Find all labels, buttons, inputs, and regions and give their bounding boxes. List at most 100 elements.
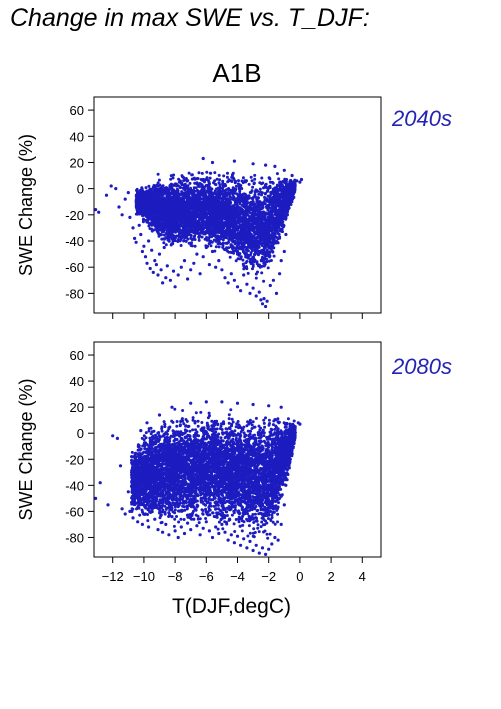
data-point: [267, 240, 271, 244]
data-point: [282, 191, 286, 195]
data-point: [229, 188, 233, 192]
data-point: [147, 224, 151, 228]
data-point: [221, 179, 225, 183]
data-point: [264, 237, 268, 240]
data-point: [238, 220, 242, 224]
data-point: [146, 194, 150, 198]
data-point: [225, 229, 229, 233]
data-point: [268, 255, 271, 259]
data-point: [277, 196, 281, 200]
data-point: [207, 198, 210, 202]
data-point: [203, 180, 206, 184]
data-point: [262, 186, 265, 190]
data-point: [278, 229, 282, 233]
data-point: [202, 195, 206, 199]
data-point: [260, 271, 264, 275]
data-point: [225, 175, 229, 179]
data-point: [142, 206, 146, 210]
data-point: [247, 243, 250, 247]
data-point: [244, 248, 248, 252]
data-point: [254, 225, 258, 229]
data-point: [270, 211, 274, 215]
data-point: [228, 255, 232, 259]
data-point: [145, 220, 149, 224]
data-point: [180, 236, 184, 240]
data-point: [242, 267, 246, 271]
data-point: [168, 187, 172, 191]
data-point: [213, 190, 217, 194]
data-point: [257, 192, 261, 196]
data-point: [155, 187, 159, 191]
data-point: [171, 201, 175, 205]
data-point: [230, 173, 234, 177]
data-point: [221, 185, 225, 188]
data-point: [203, 220, 207, 224]
data-point: [183, 236, 187, 240]
data-point: [281, 180, 285, 184]
data-point: [286, 185, 290, 189]
data-point: [257, 210, 260, 214]
data-point: [246, 213, 250, 217]
data-points: [94, 156, 304, 309]
data-point: [263, 192, 267, 196]
data-point: [141, 220, 145, 224]
data-point: [209, 231, 213, 235]
data-point: [141, 214, 145, 218]
data-point: [168, 184, 172, 188]
data-point: [156, 181, 160, 185]
data-point: [144, 196, 148, 200]
data-point: [265, 248, 269, 252]
data-point: [244, 252, 248, 256]
data-point: [249, 175, 253, 179]
data-point: [227, 250, 231, 254]
data-point: [142, 198, 146, 202]
data-point: [177, 177, 181, 181]
data-point: [180, 202, 184, 206]
data-point: [217, 229, 221, 232]
data-point: [224, 198, 228, 202]
data-point: [229, 251, 233, 254]
data-point: [183, 224, 187, 228]
data-point: [228, 195, 232, 199]
data-point: [175, 187, 179, 191]
data-point: [209, 191, 213, 195]
data-point: [155, 189, 159, 193]
data-point: [198, 182, 202, 186]
data-point: [241, 247, 245, 250]
data-point: [226, 225, 230, 228]
data-point: [256, 226, 260, 230]
data-point: [258, 187, 262, 191]
data-point: [174, 203, 178, 207]
data-point: [235, 224, 238, 228]
data-point: [238, 188, 242, 192]
data-point: [259, 251, 263, 255]
scenario-label: A1B: [212, 58, 262, 88]
data-point: [197, 226, 201, 230]
data-point: [208, 171, 212, 175]
data-point: [188, 226, 192, 230]
data-point: [253, 177, 257, 181]
data-point: [161, 199, 165, 203]
data-point: [167, 194, 171, 198]
data-point: [192, 199, 196, 203]
data-point: [193, 227, 197, 231]
data-point: [198, 201, 201, 204]
data-point: [182, 208, 186, 212]
data-point: [234, 184, 238, 188]
data-point: [229, 235, 233, 239]
data-point: [150, 227, 154, 231]
data-point: [171, 223, 175, 227]
data-point: [280, 192, 284, 196]
data-point: [217, 173, 221, 177]
data-point: [248, 191, 252, 194]
data-point: [275, 172, 279, 176]
data-point: [216, 242, 220, 246]
data-point: [154, 195, 158, 199]
data-point: [207, 191, 211, 195]
data-point: [192, 219, 196, 223]
data-point: [172, 173, 176, 177]
data-point: [233, 234, 236, 238]
data-point: [179, 231, 183, 235]
data-point: [182, 204, 186, 208]
